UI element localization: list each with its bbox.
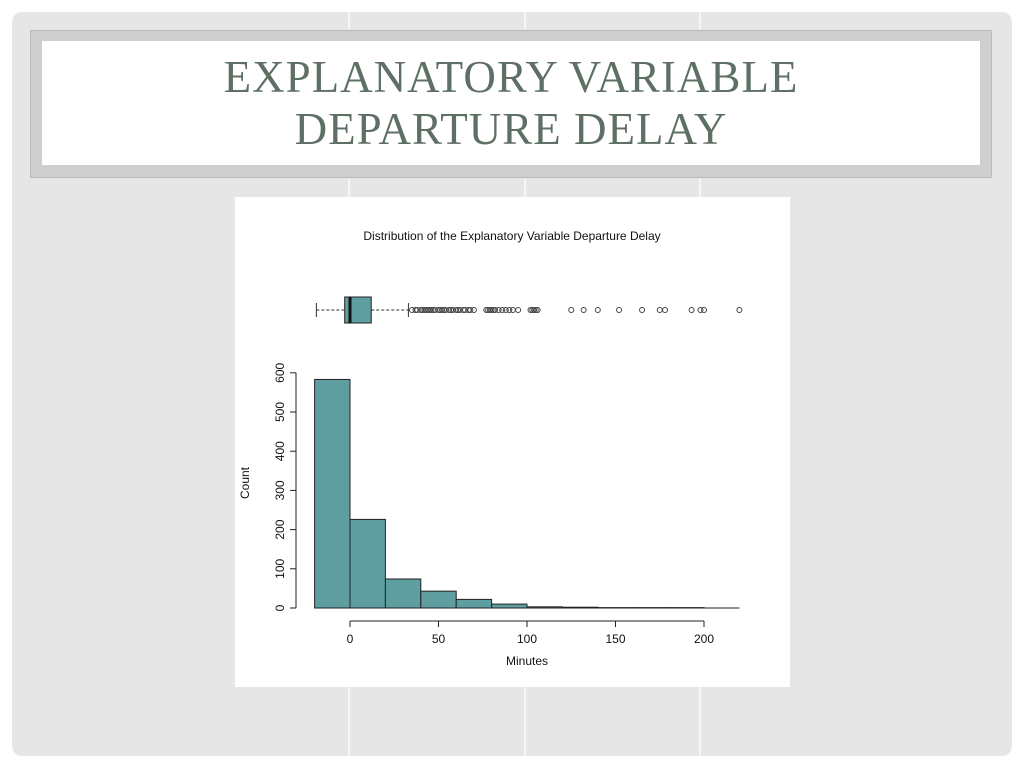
y-tick-label: 200 xyxy=(273,519,287,539)
outlier-point xyxy=(453,307,460,313)
outlier-point xyxy=(467,307,474,313)
y-tick-label: 400 xyxy=(273,441,287,461)
outlier-point xyxy=(616,307,623,313)
x-tick-label: 50 xyxy=(432,632,446,646)
outlier-point xyxy=(662,307,669,313)
histogram-bar xyxy=(455,598,493,609)
chart-image: Distribution of the Explanatory Variable… xyxy=(235,197,790,687)
title-box: EXPLANATORY VARIABLE DEPARTURE DELAY xyxy=(42,41,980,165)
title-frame: EXPLANATORY VARIABLE DEPARTURE DELAY xyxy=(30,30,992,178)
outlier-point xyxy=(580,307,587,313)
outlier-point xyxy=(594,307,601,313)
y-tick-label: 100 xyxy=(273,558,287,578)
outlier-point xyxy=(428,307,435,313)
histogram-bar xyxy=(349,518,386,609)
x-tick-label: 0 xyxy=(347,632,354,646)
slide-title-line-2: DEPARTURE DELAY xyxy=(294,104,728,154)
outlier-point xyxy=(656,307,663,313)
histogram-bar xyxy=(420,590,457,609)
outlier-point xyxy=(534,307,541,313)
x-axis-label: Minutes xyxy=(506,654,548,668)
y-tick-label: 0 xyxy=(273,604,287,611)
histogram-bar xyxy=(314,378,351,609)
slide-title-line-1: EXPLANATORY VARIABLE xyxy=(223,52,799,102)
outlier-point xyxy=(495,307,502,313)
departure-delay-chart: Distribution of the Explanatory Variable… xyxy=(238,229,743,668)
outlier-point xyxy=(639,307,646,313)
histogram-bar xyxy=(384,578,422,609)
outlier-point xyxy=(488,307,495,313)
outlier-point xyxy=(502,307,509,313)
x-tick-label: 200 xyxy=(694,632,714,646)
outlier-point xyxy=(506,307,513,313)
boxplot xyxy=(315,296,743,324)
y-tick-label: 300 xyxy=(273,480,287,500)
outlier-point xyxy=(439,307,446,313)
x-tick-label: 100 xyxy=(517,632,537,646)
histogram-bar xyxy=(491,603,528,609)
outlier-point xyxy=(515,307,522,313)
outlier-point xyxy=(446,307,453,313)
outlier-point xyxy=(531,307,538,313)
slide: EXPLANATORY VARIABLE DEPARTURE DELAY Dis… xyxy=(12,12,1012,756)
outlier-point xyxy=(492,307,499,313)
outlier-point xyxy=(499,307,506,313)
x-tick-label: 150 xyxy=(605,632,625,646)
y-tick-label: 500 xyxy=(273,402,287,422)
chart-title: Distribution of the Explanatory Variable… xyxy=(363,229,660,243)
outlier-point xyxy=(470,307,477,313)
outlier-point xyxy=(532,307,539,313)
outlier-point xyxy=(568,307,575,313)
y-tick-label: 600 xyxy=(273,362,287,382)
axes: 0 50 100 150 200 0 100 200 300 400 500 600 xyxy=(273,362,740,646)
histogram xyxy=(314,378,705,609)
outlier-point xyxy=(509,307,516,313)
outlier-point xyxy=(701,307,707,313)
outlier-point xyxy=(697,307,704,313)
outlier-point xyxy=(736,307,743,313)
outlier-point xyxy=(688,307,695,313)
y-axis-label: Count xyxy=(238,466,252,499)
